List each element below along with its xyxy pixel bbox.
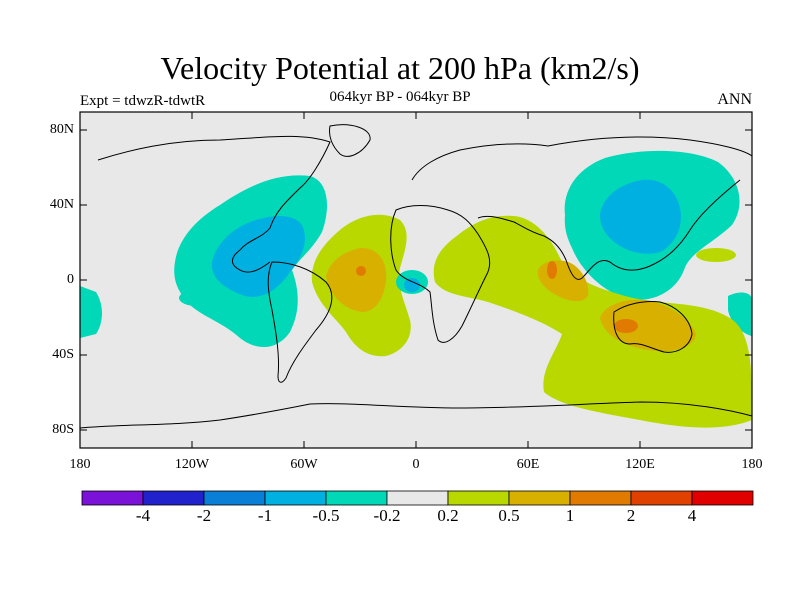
colorbar-swatch [81, 490, 144, 506]
colorbar-swatch [691, 490, 754, 506]
negative-patch-pacific [179, 290, 213, 306]
colorbar-swatch [447, 490, 510, 506]
lon-label-120e: 120E [625, 457, 655, 472]
negative-patch-west-edge [80, 286, 102, 338]
lat-label-eq: 0 [67, 272, 74, 287]
coastline-greenland [329, 124, 371, 157]
colorbar-label: 4 [687, 506, 697, 525]
tick-marks [80, 112, 752, 448]
lat-label-80n: 80N [49, 122, 74, 137]
coastline-north-america [97, 135, 331, 273]
coastline-europe [411, 143, 549, 181]
colorbar [81, 490, 754, 506]
colorbar-swatch [386, 490, 449, 506]
coastline-africa [390, 205, 491, 343]
plot-title: Velocity Potential at 200 hPa (km2/s) [160, 50, 640, 86]
negative-patch-east-edge [728, 292, 752, 336]
colorbar-label: 2 [626, 506, 636, 525]
experiment-label: Expt = tdwzR-tdwtR [80, 93, 206, 109]
lon-label-120w: 120W [174, 457, 210, 472]
plot-subtitle: 064kyr BP - 064kyr BP [329, 89, 471, 105]
colorbar-label: -4 [135, 506, 151, 525]
negative-core-americas [211, 216, 305, 297]
positive-region-indian [433, 215, 752, 428]
colorbar-swatch [508, 490, 571, 506]
colorbar-label: 1 [565, 506, 575, 525]
colorbar-label: 0.5 [498, 506, 520, 525]
coastline-australia [613, 301, 693, 353]
positive-patch-pacific [696, 248, 736, 262]
season-label: ANN [717, 91, 752, 108]
coastlines [79, 124, 753, 429]
contour-fields [80, 150, 752, 428]
coastline-asia [477, 136, 753, 280]
positive-peak-australia [614, 319, 638, 333]
negative-core-asia [600, 179, 681, 254]
colorbar-swatch [203, 490, 266, 506]
lon-label-180e: 180 [741, 457, 763, 472]
colorbar-label: -0.2 [373, 506, 401, 525]
negative-core-gulf [404, 278, 420, 292]
positive-peak-india [547, 261, 557, 279]
positive-peak-atlantic [356, 266, 366, 276]
lon-label-60w: 60W [290, 457, 318, 472]
lat-label-40s: 40S [52, 347, 74, 362]
coastline-south-america [267, 261, 333, 383]
positive-core-atlantic [326, 248, 387, 312]
colorbar-swatch [264, 490, 327, 506]
coastline-antarctica [79, 401, 753, 429]
colorbar-label: 0.2 [437, 506, 459, 525]
colorbar-swatch [630, 490, 693, 506]
colorbar-label: -2 [196, 506, 212, 525]
lon-label-0: 0 [412, 457, 420, 472]
positive-core-australia [600, 299, 696, 352]
lat-label-80s: 80S [52, 422, 74, 437]
colorbar-swatch [569, 490, 632, 506]
lon-label-180w: 180 [69, 457, 91, 472]
colorbar-label: -0.5 [312, 506, 340, 525]
lat-label-40n: 40N [49, 197, 74, 212]
colorbar-swatch [142, 490, 205, 506]
colorbar-label: -1 [257, 506, 273, 525]
colorbar-swatch [325, 490, 388, 506]
lon-label-60e: 60E [516, 457, 540, 472]
